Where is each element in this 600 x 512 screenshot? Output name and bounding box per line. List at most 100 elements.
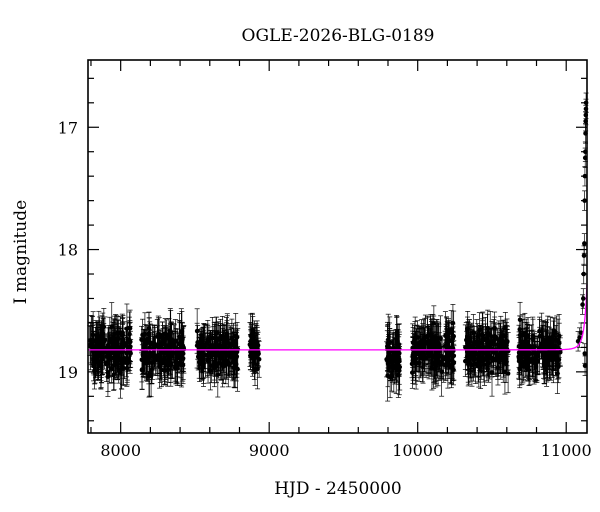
data-points [87, 100, 589, 380]
data-point [173, 339, 179, 344]
data-point [201, 363, 206, 369]
data-point [139, 367, 145, 372]
data-point [113, 336, 118, 341]
data-point [115, 353, 121, 358]
data-point [120, 365, 126, 371]
data-point [92, 368, 97, 373]
data-point [172, 365, 178, 370]
data-point [517, 350, 523, 356]
data-point [443, 333, 448, 338]
data-point [168, 336, 174, 342]
data-point [463, 358, 468, 364]
data-point [524, 354, 530, 360]
data-point [109, 324, 115, 329]
data-point [498, 350, 503, 356]
data-point [124, 365, 130, 371]
data-point [582, 173, 588, 179]
data-point [485, 325, 491, 331]
data-point [255, 349, 261, 355]
data-point [391, 345, 396, 351]
data-point [252, 355, 257, 361]
data-point [91, 363, 96, 369]
data-point [581, 271, 587, 277]
data-point [412, 336, 418, 341]
data-point [529, 344, 535, 350]
data-point [540, 350, 546, 356]
data-point [116, 345, 122, 351]
data-point [101, 340, 107, 345]
y-tick-label: 17 [58, 118, 78, 137]
data-point [387, 349, 393, 355]
data-point [577, 335, 582, 340]
data-point [393, 366, 399, 371]
data-point [477, 327, 482, 333]
data-point [100, 330, 106, 336]
data-point [90, 332, 96, 338]
data-point [534, 358, 540, 364]
axis-ticks: 8000 9000 10000 11000 17 18 19 [58, 60, 592, 460]
data-point [533, 355, 538, 361]
data-point [555, 364, 561, 370]
data-point [250, 351, 256, 357]
data-point [231, 354, 236, 360]
data-point [496, 359, 501, 364]
data-point [478, 356, 484, 362]
data-point [388, 364, 393, 369]
data-point [517, 332, 523, 338]
data-point [256, 356, 262, 362]
data-point [499, 342, 504, 347]
data-point [160, 332, 165, 338]
data-point [158, 341, 164, 347]
data-point [220, 362, 225, 367]
data-point [104, 360, 110, 366]
data-point [387, 339, 393, 345]
y-tick-label: 18 [58, 241, 78, 260]
data-point [491, 342, 496, 347]
data-point [575, 338, 581, 344]
data-point [425, 334, 430, 340]
data-point [503, 360, 509, 366]
data-point [111, 372, 116, 378]
data-point [152, 343, 157, 349]
data-point [551, 357, 556, 363]
data-point [552, 343, 557, 349]
data-point [533, 364, 539, 370]
data-point [526, 364, 531, 370]
data-point [115, 362, 121, 367]
data-point [218, 356, 224, 361]
data-point [551, 332, 556, 338]
data-point [438, 359, 444, 365]
data-point [255, 343, 261, 348]
data-point [539, 333, 545, 339]
data-point [124, 340, 130, 346]
data-point [107, 349, 113, 355]
data-point [101, 324, 107, 330]
data-point [522, 331, 528, 336]
data-point [90, 338, 96, 343]
data-point [486, 345, 492, 350]
data-point [580, 302, 585, 307]
data-point [164, 335, 169, 341]
data-point [451, 367, 456, 373]
data-point [248, 344, 254, 350]
data-point [429, 366, 435, 371]
x-tick-label: 8000 [100, 441, 141, 460]
data-point [439, 354, 444, 359]
data-point [167, 328, 173, 334]
data-point [542, 358, 548, 364]
data-point [224, 358, 230, 363]
data-point [127, 339, 133, 345]
data-point [180, 362, 186, 368]
data-point [503, 325, 508, 330]
data-point [144, 354, 149, 359]
x-tick-label: 11000 [541, 441, 592, 460]
chart-title: OGLE-2026-BLG-0189 [242, 26, 435, 46]
data-point [249, 331, 255, 337]
data-point [445, 361, 451, 366]
data-point [555, 337, 561, 343]
data-point [450, 354, 455, 359]
data-point [530, 336, 536, 342]
data-point [208, 343, 214, 348]
data-point [147, 339, 152, 345]
data-point [194, 328, 200, 334]
